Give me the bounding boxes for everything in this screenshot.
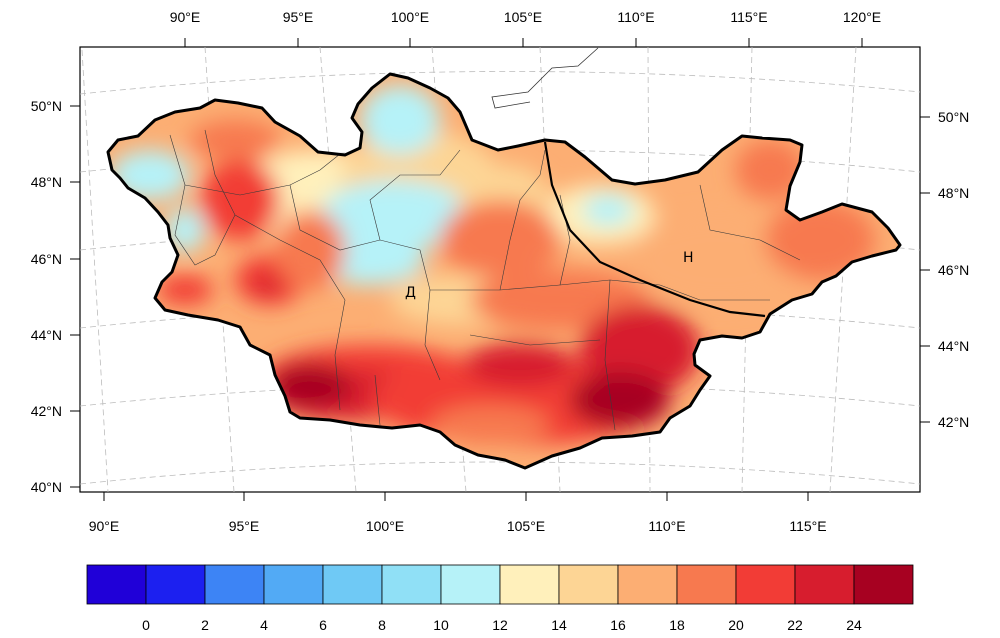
- region-label-west: Д: [405, 285, 416, 301]
- lat-label-right: 46°N: [938, 262, 969, 278]
- region-label-east: Н: [683, 250, 694, 266]
- neighbour-border: [491, 47, 599, 109]
- lat-axis-right: 50°N 48°N 46°N 44°N 42°N: [920, 109, 969, 430]
- lon-label-top: 105°E: [504, 9, 542, 25]
- colorbar-label: 10: [433, 617, 449, 633]
- lat-label-left: 46°N: [31, 251, 62, 267]
- colorbar-swatch: [853, 564, 914, 605]
- colorbar-swatch: [735, 564, 796, 605]
- lon-label-top: 90°E: [170, 9, 201, 25]
- colorbar-label: 24: [846, 617, 862, 633]
- colorbar-label: 6: [319, 617, 327, 633]
- lon-label-top: 95°E: [283, 9, 314, 25]
- lat-axis-left: 50°N 48°N 46°N 44°N 42°N 40°N: [31, 98, 80, 495]
- lon-label-top: 120°E: [843, 9, 881, 25]
- colorbar-swatch: [794, 564, 855, 605]
- colorbar-label: 22: [787, 617, 803, 633]
- colorbar-swatch: [86, 564, 147, 605]
- colorbar: [86, 564, 914, 605]
- colorbar-labels: 0 2 4 6 8 10 12 14 16 18 20 22 24: [142, 617, 862, 633]
- colorbar-swatch: [145, 564, 206, 605]
- lat-label-right: 50°N: [938, 109, 969, 125]
- lat-label-left: 42°N: [31, 403, 62, 419]
- colorbar-swatch: [440, 564, 501, 605]
- colorbar-label: 12: [492, 617, 508, 633]
- colorbar-swatch: [499, 564, 560, 605]
- colorbar-label: 8: [378, 617, 386, 633]
- lat-label-right: 44°N: [938, 338, 969, 354]
- lon-axis-top: 90°E 95°E 100°E 105°E 110°E 115°E 120°E: [170, 9, 881, 47]
- colorbar-label: 0: [142, 617, 150, 633]
- colorbar-label: 2: [201, 617, 209, 633]
- province-boundaries: [169, 129, 801, 431]
- lon-label-bottom: 115°E: [789, 518, 826, 534]
- country-outline: [106, 72, 902, 470]
- colorbar-swatch: [558, 564, 619, 605]
- lat-label-left: 40°N: [31, 479, 62, 495]
- lon-axis-bottom: 90°E 95°E 100°E 105°E 110°E 115°E: [89, 492, 827, 534]
- colorbar-label: 18: [669, 617, 685, 633]
- colorbar-label: 14: [551, 617, 567, 633]
- colorbar-swatch: [204, 564, 265, 605]
- lon-label-bottom: 110°E: [648, 518, 685, 534]
- colorbar-swatch: [263, 564, 324, 605]
- colorbar-swatch: [617, 564, 678, 605]
- lon-label-bottom: 100°E: [366, 518, 404, 534]
- lat-label-right: 42°N: [938, 414, 969, 430]
- lon-label-bottom: 95°E: [229, 518, 260, 534]
- lon-label-bottom: 105°E: [507, 518, 545, 534]
- colorbar-swatch: [322, 564, 383, 605]
- division-line: [543, 141, 766, 318]
- colorbar-swatch: [381, 564, 442, 605]
- lon-label-top: 115°E: [730, 9, 767, 25]
- lat-label-left: 44°N: [31, 327, 62, 343]
- lon-label-bottom: 90°E: [89, 518, 120, 534]
- colorbar-swatch: [676, 564, 737, 605]
- lon-label-top: 110°E: [617, 9, 654, 25]
- colorbar-label: 16: [610, 617, 626, 633]
- colorbar-label: 20: [728, 617, 744, 633]
- lat-label-right: 48°N: [938, 185, 969, 201]
- colorbar-label: 4: [260, 617, 268, 633]
- lat-label-left: 48°N: [31, 174, 62, 190]
- lat-label-left: 50°N: [31, 98, 62, 114]
- lon-label-top: 100°E: [391, 9, 429, 25]
